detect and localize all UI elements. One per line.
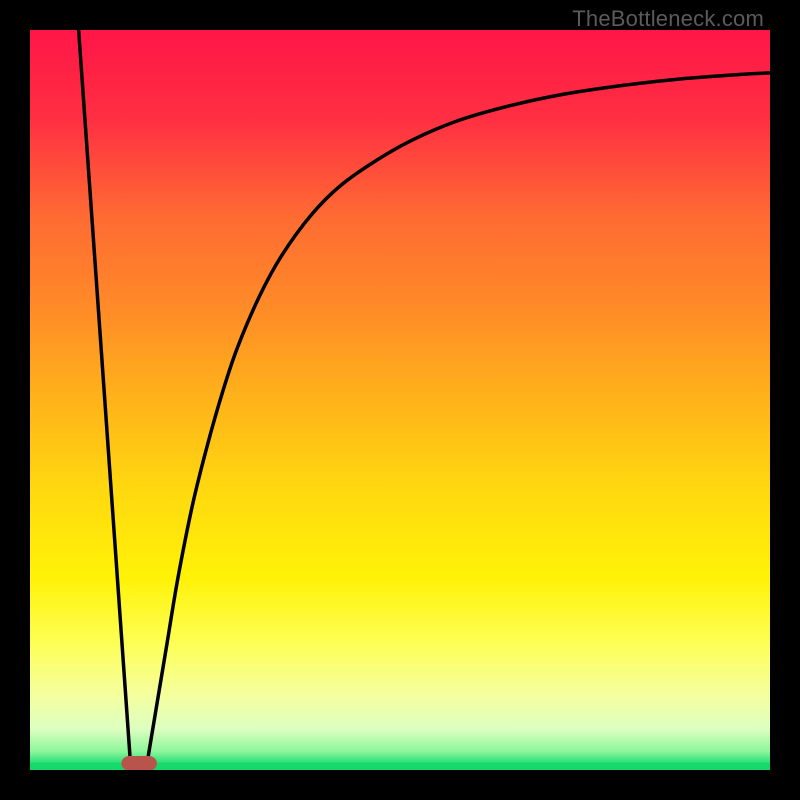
watermark-text: TheBottleneck.com	[572, 6, 764, 32]
chart-frame: TheBottleneck.com	[0, 0, 800, 800]
plot-area	[30, 30, 770, 770]
bottleneck-chart	[30, 30, 770, 770]
gradient-background	[30, 30, 770, 770]
bottleneck-marker	[121, 756, 157, 770]
